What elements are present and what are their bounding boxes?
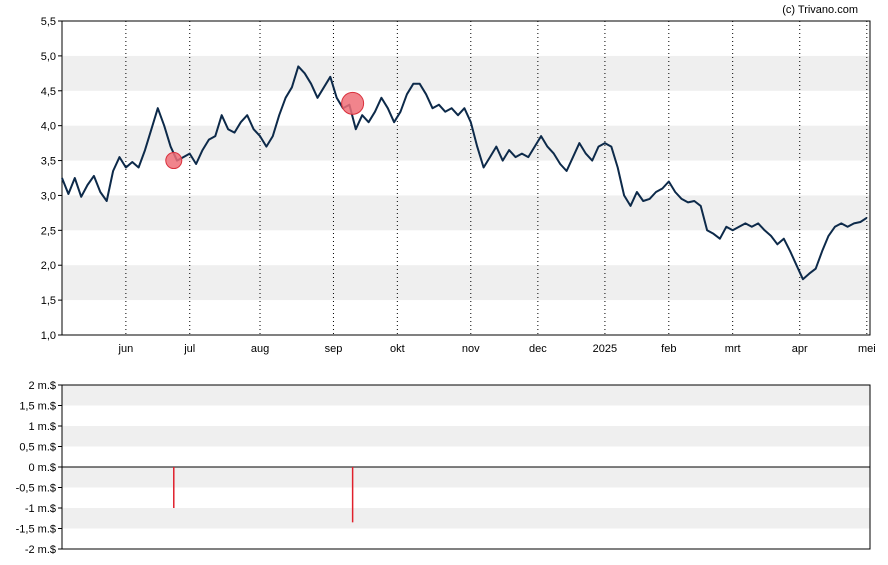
trade-markers xyxy=(165,91,365,170)
volume-band xyxy=(62,508,870,529)
insider-volume-chart: 2 m.$ 1,5 m.$ 1 m.$ 0,5 m.$ 0 m.$ -0,5 m.$ -1 … xyxy=(16,380,871,556)
y-tick-label: 1,0 xyxy=(41,330,56,342)
y-tick-label: 2 m.$ xyxy=(28,380,56,392)
price-x-axis: jun jul aug sep okt nov dec 2025 feb mrt apr mei xyxy=(118,343,876,355)
price-band xyxy=(62,265,870,301)
volume-band xyxy=(62,467,870,488)
y-tick-label: 2,5 xyxy=(41,225,56,237)
y-tick-label: 2,0 xyxy=(41,260,56,272)
price-band xyxy=(62,55,870,91)
trade-marker xyxy=(341,91,365,115)
x-tick-label: jun xyxy=(118,343,134,355)
price-band xyxy=(62,125,870,161)
y-tick-label: 3,5 xyxy=(41,156,56,168)
y-tick-label: 1 m.$ xyxy=(28,421,56,433)
price-chart: 1,0 1,5 2,0 2,5 3,0 3,5 4,0 4,5 5,0 5,5 jun jul aug… xyxy=(41,16,876,355)
y-tick-label: -2 m.$ xyxy=(25,544,56,556)
y-tick-label: 0,5 m.$ xyxy=(19,442,56,454)
x-tick-label: aug xyxy=(251,343,269,355)
y-tick-label: 0 m.$ xyxy=(28,462,56,474)
trade-marker xyxy=(165,152,183,170)
x-tick-label: feb xyxy=(661,343,676,355)
price-y-axis: 1,0 1,5 2,0 2,5 3,0 3,5 4,0 4,5 5,0 5,5 xyxy=(41,16,62,342)
y-tick-label: 1,5 xyxy=(41,295,56,307)
volume-bars xyxy=(173,467,354,523)
y-tick-label: 4,0 xyxy=(41,121,56,133)
volume-y-axis: 2 m.$ 1,5 m.$ 1 m.$ 0,5 m.$ 0 m.$ -0,5 m.$ -1 … xyxy=(16,380,62,556)
price-background-bands xyxy=(62,55,870,301)
y-tick-label: -0,5 m.$ xyxy=(16,483,56,495)
x-tick-label: jul xyxy=(183,343,195,355)
x-tick-label: mrt xyxy=(725,343,741,355)
x-tick-label: nov xyxy=(462,343,480,355)
y-tick-label: 5,5 xyxy=(41,16,56,28)
price-band xyxy=(62,195,870,231)
volume-background-bands xyxy=(62,385,870,529)
x-tick-label: apr xyxy=(792,343,808,355)
x-tick-label: dec xyxy=(529,343,547,355)
y-tick-label: 4,5 xyxy=(41,86,56,98)
y-tick-label: 1,5 m.$ xyxy=(19,401,56,413)
x-tick-label: sep xyxy=(325,343,343,355)
price-line xyxy=(61,65,868,281)
copyright-credit: (c) Trivano.com xyxy=(782,4,858,16)
volume-band xyxy=(62,426,870,447)
price-month-gridlines xyxy=(125,21,868,335)
x-tick-label: 2025 xyxy=(593,343,617,355)
volume-band xyxy=(62,385,870,406)
x-tick-label: mei xyxy=(858,343,876,355)
y-tick-label: -1 m.$ xyxy=(25,503,56,515)
y-tick-label: 3,0 xyxy=(41,190,56,202)
y-tick-label: 5,0 xyxy=(41,51,56,63)
y-tick-label: -1,5 m.$ xyxy=(16,524,56,536)
x-tick-label: okt xyxy=(390,343,405,355)
